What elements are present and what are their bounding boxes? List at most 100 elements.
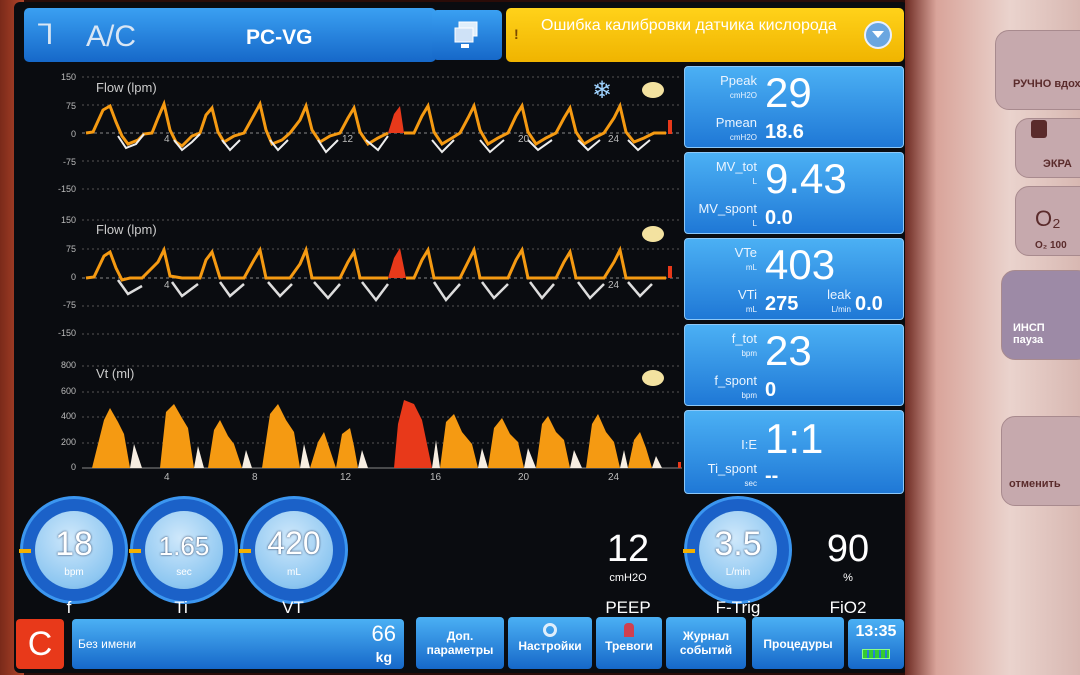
monitor-icon [454, 21, 478, 48]
extra-params-label: Доп. параметры [426, 629, 494, 657]
waveform-label: Vt (ml) [96, 366, 135, 381]
f-setting-knob[interactable]: 18 bpm [19, 496, 128, 604]
volume-waveform[interactable]: Vt (ml) 800 600 400 200 0 [48, 360, 688, 490]
ti-setting-knob[interactable]: 1.65 sec [129, 496, 238, 604]
o2-button[interactable] [1015, 186, 1080, 256]
y-tick: 600 [60, 386, 76, 396]
cancel-button[interactable] [1001, 416, 1080, 506]
knob-face: 420 mL [255, 511, 333, 589]
f-value: 18 [55, 525, 93, 563]
ti-unit: sec [176, 567, 192, 578]
event-log-label: Журнал событий [679, 629, 733, 657]
x-tick: 20 [518, 472, 530, 483]
submode-name: PC-VG [246, 26, 313, 49]
o2-icon: O₂ [1035, 206, 1061, 231]
manual-breath-button[interactable] [995, 30, 1080, 110]
x-tick: 8 [252, 472, 258, 483]
ppeak-label: Ppeak [720, 73, 757, 88]
y-tick: 75 [65, 101, 76, 111]
alarms-button[interactable]: Тревоги [596, 617, 662, 669]
knob-marker [683, 549, 695, 553]
knob-face: 3.5 L/min [699, 511, 777, 589]
x-tick: 4 [164, 134, 170, 145]
flow-trace [82, 76, 682, 190]
ftrig-setting-knob[interactable]: 3.5 L/min [683, 496, 792, 604]
flow-waveform-2[interactable]: Flow (lpm) 150 75 0 -75 -150 4 24 [48, 214, 688, 340]
o2-100-label: O₂ 100 [1035, 240, 1067, 251]
mv-spont-label: MV_spont [698, 201, 757, 216]
y-tick: -150 [57, 184, 76, 194]
insp-pause-button[interactable] [1001, 270, 1080, 360]
mv-spont-unit: L [752, 219, 757, 228]
flow-waveform-1[interactable]: Flow (lpm) 150 75 0 -75 -150 4 12 20 24 … [48, 70, 688, 196]
knob-marker [129, 549, 141, 553]
vti-value: 275 [765, 293, 799, 315]
y-tick: 200 [60, 437, 76, 447]
display-layout-button[interactable] [432, 10, 502, 60]
freeze-icon[interactable]: ❄ [592, 77, 613, 104]
y-tick: 400 [60, 411, 76, 421]
patient-info-button[interactable]: Без имени 66 kg [72, 619, 404, 669]
device-bezel: РУЧНО вдох ЭКРА O₂ O₂ 100 ИНСП пауза отм… [905, 0, 1080, 675]
clock: 13:35 [848, 619, 904, 669]
ti-spont-label: Ti_spont [707, 461, 757, 476]
x-tick: 12 [340, 472, 352, 483]
alarm-bell-icon [624, 623, 634, 637]
weight-unit: kg [375, 649, 392, 665]
vte-label: VTe [734, 245, 757, 260]
patient-name: Без имени [78, 637, 137, 651]
x-tick: 16 [430, 472, 442, 483]
extra-params-button[interactable]: Доп. параметры [416, 617, 504, 669]
alarm-banner[interactable]: ! Ошибка калибровки датчика кислорода [506, 8, 904, 62]
alarms-label: Тревоги [605, 639, 653, 653]
palette-icon[interactable] [642, 370, 664, 386]
vt-label: VT [282, 598, 304, 617]
peep-value[interactable]: 12 [606, 528, 650, 570]
mv-tot-label: MV_tot [715, 159, 757, 174]
frequency-tile[interactable]: f_tot bpm 23 f_spont bpm 0 [684, 324, 904, 406]
mode-button[interactable]: ⅂ A/C PC-VG [24, 8, 436, 62]
palette-icon[interactable] [642, 82, 664, 98]
event-log-button[interactable]: Журнал событий [666, 617, 746, 669]
chevron-down-icon[interactable] [864, 21, 892, 49]
f-label: f [66, 598, 72, 617]
x-tick: 4 [164, 280, 170, 291]
ventilator-screen: ⅂ A/C PC-VG ! Ошибка калибровки датчика … [14, 2, 908, 673]
vte-value: 403 [765, 241, 836, 288]
ftrig-value: 3.5 [714, 525, 762, 563]
pressure-monitor-tile[interactable]: Ppeak cmH2O 29 Pmean cmH2O 18.6 [684, 66, 904, 148]
x-tick: 20 [518, 134, 530, 145]
y-tick: 0 [70, 129, 76, 139]
x-tick: 24 [608, 280, 620, 291]
x-tick: 4 [164, 472, 170, 483]
fio2-value[interactable]: 90 [826, 528, 870, 570]
tidal-volume-tile[interactable]: VTe mL 403 VTi mL 275 leak L/min 0.0 [684, 238, 904, 320]
patient-type-label: C [27, 625, 53, 663]
pmean-value: 18.6 [765, 121, 804, 143]
vt-setting-knob[interactable]: 420 mL [239, 496, 348, 604]
vti-unit: mL [745, 305, 757, 314]
palette-icon[interactable] [642, 226, 664, 242]
lock-icon [1031, 120, 1047, 138]
ftrig-label: F-Trig [715, 598, 761, 617]
procedures-label: Процедуры [763, 637, 833, 651]
patient-type-button[interactable]: C [16, 619, 64, 669]
pmean-unit: cmH2O [729, 133, 757, 142]
knob-face: 1.65 sec [145, 511, 223, 589]
y-tick: -75 [62, 300, 76, 310]
peep-unit: cmH2O [609, 572, 647, 584]
vt-value: 420 [267, 525, 321, 561]
procedures-button[interactable]: Процедуры [752, 617, 844, 669]
patient-weight: 66 [371, 621, 396, 646]
knob-face: 18 bpm [35, 511, 113, 589]
manual-breath-label: РУЧНО вдох [1013, 78, 1080, 90]
y-tick: -150 [57, 328, 76, 338]
y-tick: 75 [65, 244, 76, 254]
ie-ratio-tile[interactable]: I:E 1:1 Ti_spont sec -- [684, 410, 904, 494]
f-tot-label: f_tot [731, 331, 757, 346]
minute-volume-tile[interactable]: MV_tot L 9.43 MV_spont L 0.0 [684, 152, 904, 234]
vti-label: VTi [737, 287, 757, 302]
settings-button[interactable]: Настройки [508, 617, 592, 669]
screen-lock-button[interactable] [1015, 118, 1080, 178]
y-tick: 150 [60, 215, 76, 225]
